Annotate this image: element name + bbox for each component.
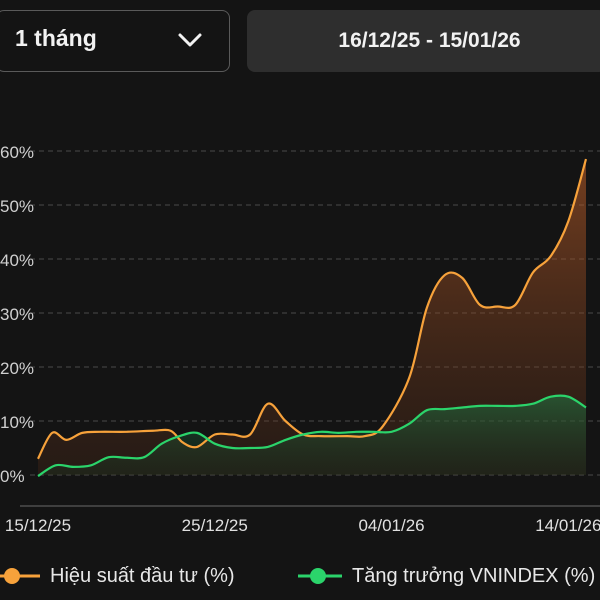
x-tick-label: 15/12/25 — [5, 516, 71, 535]
legend-vnindex[interactable]: Tăng trưởng VNINDEX (%) — [298, 562, 595, 590]
legend-investment-label: Hiệu suất đầu tư (%) — [50, 564, 235, 587]
x-tick-label: 04/01/26 — [358, 516, 424, 535]
legend-investment-marker — [0, 568, 40, 584]
y-tick-label: 0% — [0, 467, 25, 486]
date-range-button[interactable]: 16/12/25 - 15/01/26 — [247, 10, 600, 72]
x-tick-label: 14/01/26 — [535, 516, 600, 535]
y-tick-label: 30% — [0, 305, 34, 324]
legend-vnindex-marker — [298, 568, 342, 584]
vnindex-line — [37, 394, 587, 478]
date-range-label: 16/12/25 - 15/01/26 — [338, 29, 521, 52]
y-tick-label: 60% — [0, 143, 34, 162]
investment-area — [38, 159, 586, 475]
period-dropdown[interactable]: 1 tháng — [0, 10, 230, 72]
legend-investment[interactable]: Hiệu suất đầu tư (%) — [0, 562, 235, 590]
chevron-down-icon[interactable] — [177, 31, 203, 49]
y-tick-label: 10% — [0, 413, 34, 432]
performance-chart: 0% 10% 20% 30% 40% 50% 60% 15/12/25 25/12/25 04/0… — [0, 143, 600, 535]
legend-vnindex-label: Tăng trưởng VNINDEX (%) — [352, 564, 596, 587]
y-tick-label: 40% — [0, 251, 34, 270]
y-tick-label: 50% — [0, 197, 34, 216]
x-tick-label: 25/12/25 — [182, 516, 248, 535]
y-tick-label: 20% — [0, 359, 34, 378]
period-label: 1 tháng — [15, 25, 97, 51]
